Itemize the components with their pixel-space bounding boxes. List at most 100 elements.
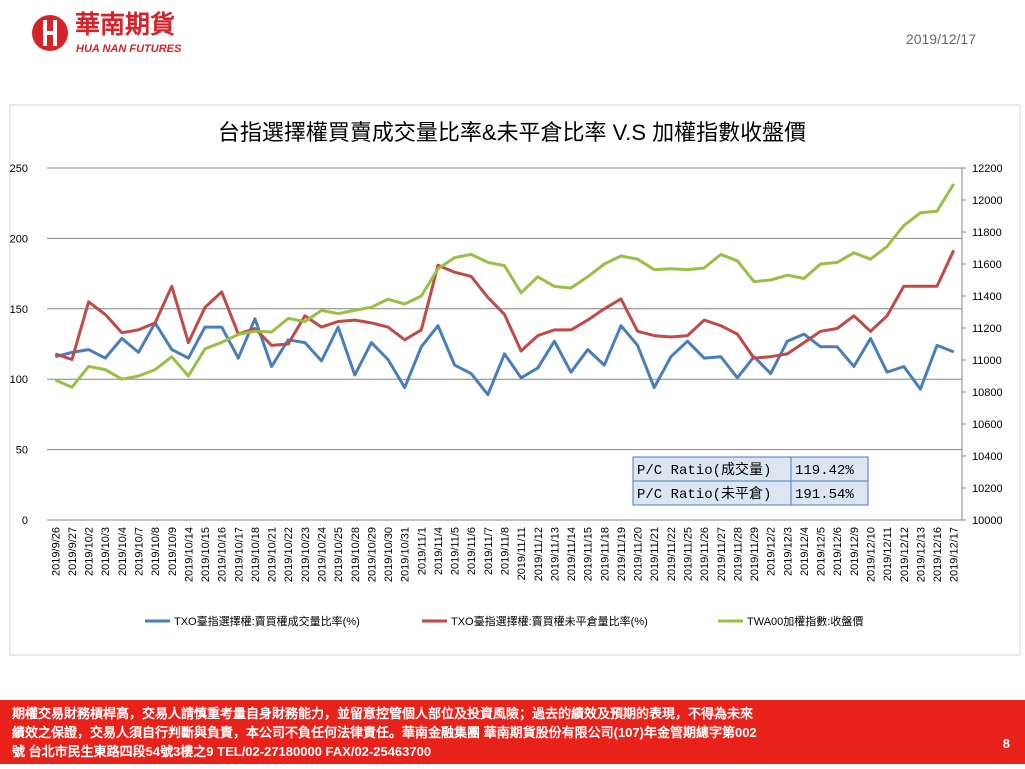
x-tick-label: 2019/11/7 bbox=[483, 527, 495, 575]
x-tick-label: 2019/10/9 bbox=[167, 527, 179, 576]
x-tick-label: 2019/11/4 bbox=[433, 527, 445, 575]
page-number: 8 bbox=[1003, 736, 1010, 751]
y2-tick-label: 12200 bbox=[972, 163, 1003, 175]
x-tick-label: 2019/10/2 bbox=[84, 527, 96, 576]
y2-tick-label: 11800 bbox=[972, 227, 1002, 239]
x-tick-label: 2019/9/27 bbox=[67, 527, 79, 576]
chart-title: 台指選擇權買賣成交量比率&未平倉比率 V.S 加權指數收盤價 bbox=[218, 120, 806, 145]
table-cell bbox=[790, 480, 869, 506]
legend-label: TWA00加權指數:收盤價 bbox=[747, 614, 863, 628]
logo-text: 華南期貨 bbox=[75, 10, 175, 39]
x-tick-label: 2019/10/30 bbox=[383, 527, 395, 582]
y2-tick-label: 10400 bbox=[972, 451, 1003, 463]
x-tick-label: 2019/10/22 bbox=[283, 527, 295, 582]
table-text: 119.42% bbox=[795, 463, 854, 479]
x-tick-label: 2019/12/10 bbox=[866, 527, 878, 582]
y2-tick-label: 11200 bbox=[972, 323, 1002, 335]
x-tick-label: 2019/11/26 bbox=[699, 527, 711, 581]
x-tick-label: 2019/11/6 bbox=[466, 527, 478, 575]
plot: 0 50 100 150 200 250 10000 10200 10400 10600 10800… bbox=[10, 163, 1003, 628]
x-tick-label: 2019/11/11 bbox=[516, 527, 528, 580]
footer-band bbox=[0, 700, 1025, 764]
x-tick-label: 2019/10/17 bbox=[233, 527, 245, 582]
x-tick-label: 2019/12/12 bbox=[899, 527, 911, 582]
table-text: P/C Ratio(未平倉) bbox=[637, 486, 771, 503]
y-tick-label: 100 bbox=[10, 374, 28, 386]
x-tick-label: 2019/12/4 bbox=[799, 527, 811, 576]
x-tick-label: 2019/11/22 bbox=[666, 527, 678, 581]
logo-icon-stroke bbox=[43, 31, 57, 35]
y2-tick-label: 12000 bbox=[972, 195, 1003, 207]
y2-tick-label: 10000 bbox=[972, 515, 1003, 527]
series-line bbox=[54, 249, 956, 361]
table-text: P/C Ratio(成交量) bbox=[637, 461, 771, 479]
logo-subtext: HUA NAN FUTURES bbox=[76, 43, 182, 55]
x-tick-label: 2019/9/26 bbox=[50, 527, 62, 576]
x-tick-label: 2019/11/15 bbox=[583, 527, 595, 581]
date: 2019/12/17 bbox=[906, 31, 976, 47]
x-tick-label: 2019/10/29 bbox=[366, 527, 378, 582]
y2-tick-label: 10200 bbox=[972, 483, 1003, 495]
x-tick-label: 2019/11/13 bbox=[549, 527, 561, 581]
x-tick-label: 2019/11/21 bbox=[649, 527, 661, 581]
table-cell bbox=[632, 480, 792, 506]
y2-tick-label: 11400 bbox=[972, 291, 1002, 303]
x-tick-label: 2019/12/11 bbox=[882, 527, 894, 581]
x-tick-label: 2019/10/23 bbox=[300, 527, 312, 582]
table-text: 191.54% bbox=[795, 487, 854, 503]
x-tick-label: 2019/11/1 bbox=[416, 527, 428, 575]
y-tick-label: 250 bbox=[10, 163, 28, 175]
chart-frame bbox=[9, 104, 1021, 656]
y-tick-label: 200 bbox=[10, 233, 28, 245]
x-tick-label: 2019/11/28 bbox=[732, 527, 744, 581]
x-tick-label: 2019/12/3 bbox=[782, 527, 794, 576]
y-tick-label: 50 bbox=[16, 445, 28, 457]
x-tick-label: 2019/12/17 bbox=[949, 527, 961, 582]
x-tick-label: 2019/11/20 bbox=[633, 527, 645, 581]
x-tick-label: 2019/11/12 bbox=[533, 527, 545, 581]
x-tick-label: 2019/10/18 bbox=[250, 527, 262, 582]
series-line bbox=[54, 317, 955, 397]
y2-tick-label: 11000 bbox=[972, 355, 1002, 367]
y-tick-label: 0 bbox=[22, 515, 28, 527]
x-tick-label: 2019/11/27 bbox=[716, 527, 728, 581]
legend-label: TXO臺指選擇權:賣買權成交量比率(%) bbox=[174, 614, 360, 628]
footer-text: 號 台北市民生東路四段54號3樓之9 TEL/02-27180000 FAX/0… bbox=[12, 744, 431, 759]
y-tick-label: 150 bbox=[10, 304, 28, 316]
x-tick-label: 2019/10/15 bbox=[200, 527, 212, 582]
x-tick-label: 2019/11/19 bbox=[616, 527, 628, 581]
y2-tick-label: 10600 bbox=[972, 419, 1003, 431]
footer-text: 期權交易財務槓桿高，交易人請慎重考量自身財務能力，並留意控管個人部位及投資風險；… bbox=[12, 706, 754, 722]
x-tick-label: 2019/12/2 bbox=[766, 527, 778, 576]
x-tick-label: 2019/11/25 bbox=[683, 527, 695, 581]
x-tick-label: 2019/10/16 bbox=[217, 527, 229, 582]
legend-label: TXO臺指選擇權:賣買權未平倉量比率(%) bbox=[451, 614, 648, 628]
x-tick-label: 2019/10/24 bbox=[317, 527, 329, 582]
x-tick-label: 2019/10/8 bbox=[150, 527, 162, 576]
x-tick-label: 2019/12/13 bbox=[915, 527, 927, 582]
x-tick-label: 2019/10/31 bbox=[400, 527, 412, 582]
x-tick-label: 2019/11/18 bbox=[599, 527, 611, 581]
x-tick-label: 2019/10/3 bbox=[100, 527, 112, 576]
x-tick-label: 2019/11/5 bbox=[450, 527, 462, 575]
x-tick-label: 2019/11/29 bbox=[749, 527, 761, 581]
x-tick-label: 2019/10/4 bbox=[117, 527, 129, 576]
table-cell bbox=[790, 456, 869, 482]
y2-tick-label: 10800 bbox=[972, 387, 1003, 399]
x-tick-label: 2019/12/9 bbox=[849, 527, 861, 576]
x-tick-label: 2019/11/8 bbox=[500, 527, 512, 575]
footer-text: 績效之保證，交易人須自行判斷與負責，本公司不負任何法律責任。華南金融集團 華南期… bbox=[12, 725, 757, 740]
x-tick-label: 2019/12/16 bbox=[932, 527, 944, 582]
series-line bbox=[54, 183, 955, 389]
x-tick-label: 2019/10/21 bbox=[267, 527, 279, 582]
x-tick-label: 2019/10/14 bbox=[183, 527, 195, 582]
x-tick-label: 2019/10/25 bbox=[333, 527, 345, 582]
x-tick-label: 2019/10/7 bbox=[134, 527, 146, 576]
x-tick-label: 2019/10/28 bbox=[350, 527, 362, 582]
x-tick-label: 2019/11/14 bbox=[566, 527, 578, 581]
x-tick-label: 2019/12/6 bbox=[832, 527, 844, 576]
x-tick-label: 2019/12/5 bbox=[816, 527, 828, 576]
y2-tick-label: 11600 bbox=[972, 259, 1002, 271]
